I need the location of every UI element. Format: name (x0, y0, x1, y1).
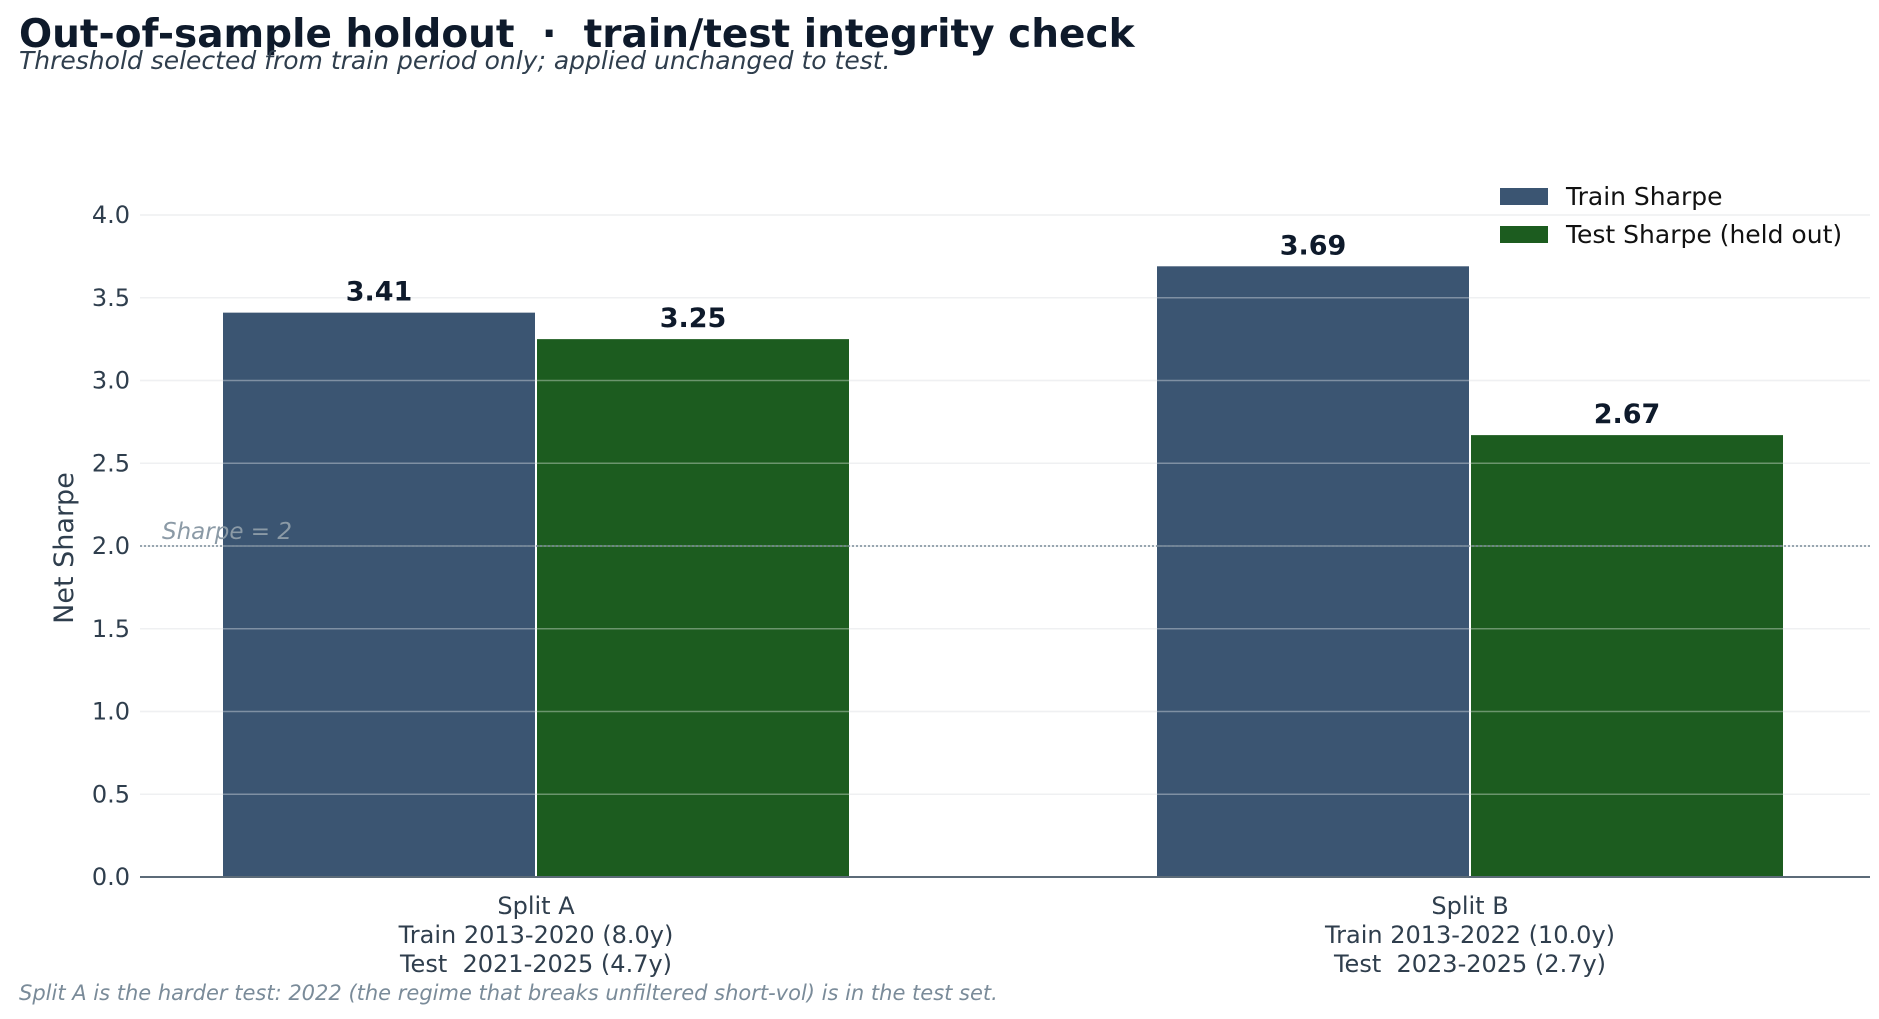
data-label: 3.41 (346, 277, 413, 308)
bar-train (1157, 266, 1469, 877)
y-tick-label: 3.5 (92, 284, 130, 312)
axes: 0.0 0.5 1.0 1.5 2.0 2.5 3.0 3.5 4.0 Net Sharpe Spl… (49, 201, 1870, 978)
legend-swatch-train (1500, 188, 1548, 205)
x-tick-label-line: Train 2013-2022 (10.0y) (1324, 921, 1615, 949)
chart-title: Out-of-sample holdout · train/test integ… (19, 12, 1135, 57)
legend-swatch-test (1500, 226, 1548, 243)
y-tick-label: 0.0 (92, 863, 130, 891)
y-tick-label: 0.5 (92, 780, 130, 808)
bar-test (1471, 435, 1783, 877)
bar-test (537, 339, 849, 877)
y-tick-label: 4.0 (92, 201, 130, 229)
bar-train (223, 312, 535, 877)
legend: Train Sharpe Test Sharpe (held out) (1500, 182, 1842, 249)
legend-label: Test Sharpe (held out) (1565, 220, 1842, 249)
data-labels: 3.41 3.69 3.25 2.67 (346, 230, 1661, 430)
y-tick-label: 2.0 (92, 532, 130, 560)
data-label: 3.25 (660, 303, 727, 334)
x-tick-label-line: Split A (497, 892, 575, 920)
y-tick-label: 3.0 (92, 367, 130, 395)
x-tick-label-line: Train 2013-2020 (8.0y) (398, 921, 674, 949)
chart-subtitle: Threshold selected from train period onl… (19, 46, 891, 75)
reference-line-label: Sharpe = 2 (162, 519, 292, 545)
overlays: Sharpe = 2 (140, 214, 1870, 795)
y-tick-label: 1.5 (92, 615, 130, 643)
x-tick-label-line: Test 2023-2025 (2.7y) (1333, 950, 1606, 978)
data-label: 3.69 (1280, 230, 1347, 261)
bars (223, 266, 1783, 877)
legend-label: Train Sharpe (1565, 182, 1723, 211)
y-tick-label: 1.0 (92, 698, 130, 726)
x-tick-label-line: Test 2021-2025 (4.7y) (399, 950, 672, 978)
chart-footnote: Split A is the harder test: 2022 (the re… (19, 981, 998, 1005)
y-tick-label: 2.5 (92, 449, 130, 477)
x-tick-label-line: Split B (1431, 892, 1508, 920)
data-label: 2.67 (1594, 399, 1661, 430)
y-axis-label: Net Sharpe (49, 472, 80, 624)
